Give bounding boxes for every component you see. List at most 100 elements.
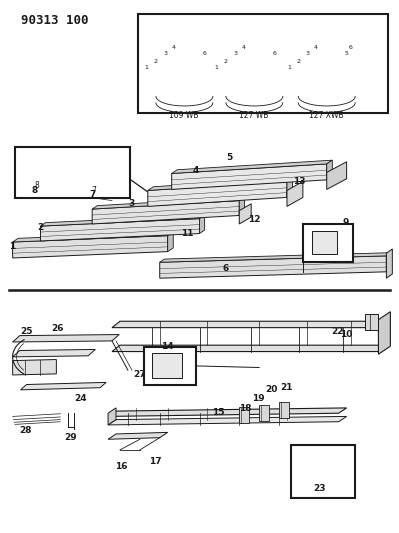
Polygon shape [40,215,205,226]
Bar [312,231,338,254]
Text: 127 XWB: 127 XWB [309,111,344,120]
Polygon shape [205,26,220,95]
Text: 14: 14 [161,342,174,351]
Polygon shape [92,197,245,209]
Text: 10: 10 [340,330,353,339]
Polygon shape [40,219,200,241]
Text: 20: 20 [265,385,277,394]
Text: 109 WB: 109 WB [169,111,198,120]
Polygon shape [287,177,292,197]
Text: 2: 2 [154,59,158,64]
Polygon shape [287,181,303,206]
Bar [138,14,388,114]
Bar [144,348,196,384]
Polygon shape [168,232,173,252]
Text: 17: 17 [150,457,162,466]
Text: 27: 27 [134,370,146,379]
Polygon shape [279,402,289,418]
Polygon shape [239,197,245,215]
Bar [15,147,130,198]
Polygon shape [239,204,251,224]
Text: 1: 1 [215,64,219,70]
Polygon shape [229,26,243,95]
Text: 4: 4 [241,45,245,50]
Polygon shape [275,26,290,95]
Polygon shape [365,314,378,330]
Polygon shape [28,166,108,179]
Text: 16: 16 [115,463,127,471]
Text: 2: 2 [296,59,300,64]
Text: 21: 21 [280,383,292,392]
Text: 5: 5 [227,153,233,162]
Text: 3: 3 [233,51,237,56]
Polygon shape [301,26,316,95]
Text: 24: 24 [75,394,87,403]
Polygon shape [108,408,347,416]
Text: 3: 3 [129,199,135,208]
Text: 12: 12 [248,215,261,224]
Text: 6: 6 [349,45,353,50]
Text: 1: 1 [145,64,148,70]
Polygon shape [148,181,287,206]
Polygon shape [112,321,386,328]
Text: 7: 7 [92,186,97,195]
Text: 29: 29 [64,433,77,442]
Polygon shape [108,416,347,425]
Text: 90313 100: 90313 100 [21,14,88,27]
Polygon shape [13,360,56,375]
Text: 4: 4 [314,45,318,50]
Text: 13: 13 [293,177,306,186]
Text: 4: 4 [171,45,175,50]
Text: 6: 6 [272,51,276,56]
Text: 15: 15 [212,408,225,417]
Text: 4: 4 [192,166,199,175]
Text: 7: 7 [89,190,95,199]
Polygon shape [386,249,392,278]
Polygon shape [21,382,106,390]
Polygon shape [13,232,173,242]
Text: 11: 11 [181,229,194,238]
Bar [303,224,353,262]
Polygon shape [148,177,292,190]
Text: 6: 6 [202,51,206,56]
Polygon shape [13,236,168,258]
Text: 5: 5 [345,51,349,56]
Bar [152,353,182,378]
Polygon shape [108,408,116,425]
Polygon shape [28,162,114,166]
Text: 127 WB: 127 WB [239,111,268,120]
Polygon shape [28,162,34,179]
Polygon shape [239,407,249,423]
Text: 8: 8 [35,181,40,190]
Text: 22: 22 [332,327,344,336]
Polygon shape [386,253,391,272]
Polygon shape [327,162,347,189]
Text: 3: 3 [306,51,310,56]
Polygon shape [297,453,345,490]
Text: 28: 28 [19,426,32,435]
Text: 9: 9 [343,218,349,227]
Polygon shape [378,312,390,354]
Text: 8: 8 [32,186,38,195]
Text: 23: 23 [313,484,326,493]
Text: 6: 6 [222,264,229,273]
Text: 26: 26 [51,324,63,333]
Polygon shape [158,26,173,95]
Polygon shape [172,160,332,173]
Polygon shape [13,350,95,357]
Text: 18: 18 [239,404,251,413]
Text: 1: 1 [10,242,16,251]
Polygon shape [160,256,386,278]
Polygon shape [348,26,363,95]
Polygon shape [200,215,205,233]
Polygon shape [327,160,332,180]
Polygon shape [112,345,386,352]
Text: 19: 19 [252,394,265,403]
Polygon shape [13,335,119,342]
Text: 25: 25 [20,327,33,336]
Polygon shape [92,200,239,224]
Text: 2: 2 [38,223,43,232]
Polygon shape [108,432,168,439]
Bar [291,445,355,498]
Polygon shape [172,164,327,189]
